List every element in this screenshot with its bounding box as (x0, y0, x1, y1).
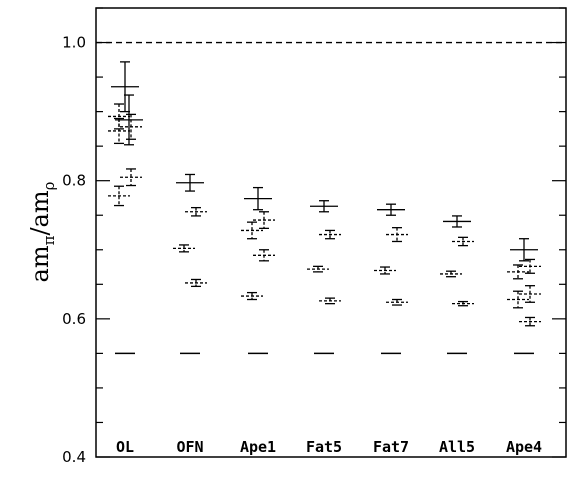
data-point-dashed (386, 298, 408, 306)
y-tick-label: 0.6 (62, 310, 86, 328)
axis-ticks (96, 7, 566, 458)
y-label-base2: am (26, 190, 54, 227)
data-point-dashed (519, 285, 541, 303)
category-label: All5 (439, 438, 475, 456)
data-point-solid (176, 173, 204, 192)
data-point-dashed (253, 249, 275, 262)
data-point-dashed (319, 229, 341, 240)
data-point-dashed (108, 117, 130, 145)
data-point-solid (510, 238, 538, 262)
data-point-dashed (374, 266, 396, 275)
category-label: Fat5 (306, 438, 342, 456)
data-point-solid (310, 200, 338, 213)
data-point-dashed (173, 244, 195, 253)
y-label-base: am (26, 245, 54, 282)
data-point-dashed (108, 185, 130, 207)
y-tick-labels: 0.4 0.6 0.8 1.0 (62, 34, 86, 466)
data-point-dashed (452, 236, 474, 247)
data-marks (108, 61, 541, 355)
data-point-dashed (120, 168, 142, 187)
category-labels: OL OFN Ape1 Fat5 Fat7 All5 Ape4 (116, 438, 542, 456)
category-label: Fat7 (373, 438, 409, 456)
y-tick-label: 1.0 (62, 34, 86, 52)
data-point-dashed (440, 270, 462, 278)
y-axis-label: amπ/amρ (26, 181, 58, 282)
data-point-dashed (519, 316, 541, 327)
data-point-dashed (507, 264, 529, 280)
data-point-solid (443, 215, 471, 228)
y-label-sub-den: ρ (40, 181, 58, 190)
data-point-dashed (307, 265, 329, 273)
data-point-dashed (185, 278, 207, 288)
category-label: OL (116, 438, 134, 456)
data-point-dashed (241, 221, 263, 240)
data-point-solid (115, 94, 143, 146)
data-point-dashed (519, 258, 541, 274)
data-point-dashed (386, 227, 408, 243)
y-tick-label: 0.8 (62, 172, 86, 190)
y-label-slash: / (26, 227, 54, 236)
data-point-dashed (507, 290, 529, 309)
data-point-dashed (185, 206, 207, 217)
y-label-sub-num: π (40, 235, 58, 245)
data-point-dashed (241, 291, 263, 301)
category-label: Ape4 (506, 438, 542, 456)
data-point-solid (244, 186, 272, 211)
category-label: Ape1 (240, 438, 276, 456)
y-tick-label: 0.4 (62, 448, 86, 466)
data-point-dashed (120, 113, 142, 140)
category-label: OFN (176, 438, 203, 456)
data-point-solid (111, 61, 139, 113)
data-point-solid (377, 203, 405, 216)
data-point-dashed (452, 300, 474, 307)
plot-frame (95, 7, 567, 458)
data-point-dashed (253, 211, 275, 230)
data-point-dashed (319, 297, 341, 305)
